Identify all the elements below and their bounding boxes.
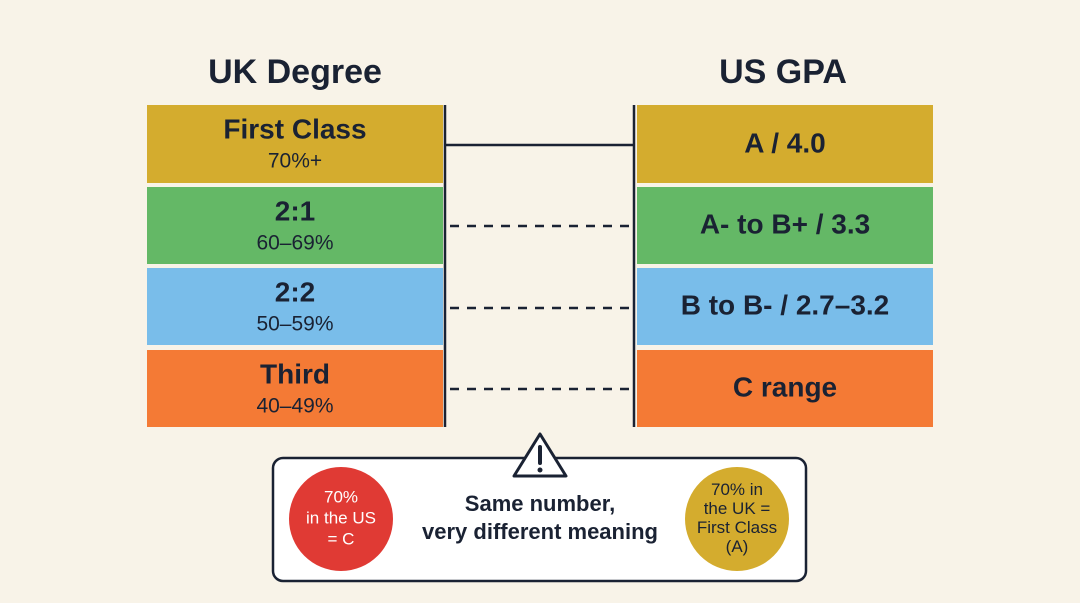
us-circle [289,467,393,571]
uk-column: First Class 70%+ 2:1 60–69% 2:2 50–59% T… [147,105,443,427]
callout-text: = C [328,529,355,548]
uk-name: First Class [223,113,366,144]
uk-circle [685,467,789,571]
callout-text: 70% in [711,480,763,499]
us-title: US GPA [719,53,847,91]
us-grade: B to B- / 2.7–3.2 [681,289,890,320]
uk-range: 60–69% [256,232,333,255]
uk-range: 50–59% [256,313,333,336]
callout-text: in the US [306,508,376,527]
warning-icon [512,432,568,478]
uk-name: 2:2 [275,276,315,307]
us-grade: A- to B+ / 3.3 [700,208,870,239]
callout-text: very different meaning [422,519,658,544]
connectors [443,105,636,427]
uk-range: 40–49% [256,395,333,418]
callout-text: First Class [697,518,777,537]
us-row [637,187,933,264]
uk-row [147,268,443,345]
callout-text: the UK = [704,499,771,518]
us-row [637,268,933,345]
callout-left: 70% in the US = C [306,487,376,548]
callout-text: Same number, [465,491,615,516]
us-grade: A / 4.0 [744,127,825,158]
us-column: A / 4.0 A- to B+ / 3.3 B to B- / 2.7–3.2… [637,105,933,427]
uk-name: 2:1 [275,195,315,226]
us-grade: C range [733,371,837,402]
uk-name: Third [260,358,330,389]
uk-row [147,350,443,427]
callout-text: 70% [324,487,358,506]
us-row [637,350,933,427]
uk-row [147,187,443,264]
us-row [637,105,933,183]
callout-middle: Same number, very different meaning [422,491,658,544]
uk-title: UK Degree [208,53,382,91]
uk-range: 70%+ [268,150,322,173]
uk-row [147,105,443,183]
callout-text: (A) [726,537,749,556]
